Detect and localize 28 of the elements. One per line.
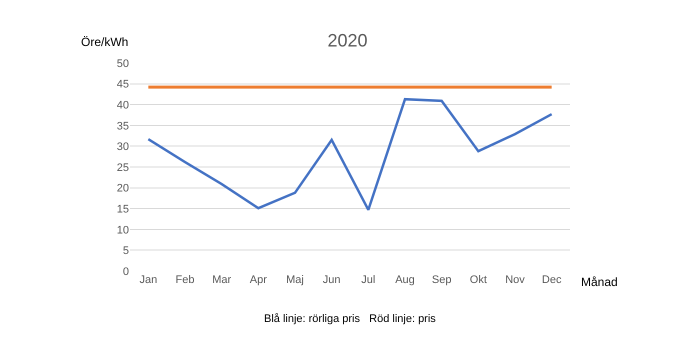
y-tick-label: 35 bbox=[116, 120, 129, 132]
y-tick-label: 25 bbox=[116, 162, 129, 174]
x-tick-label: Aug bbox=[395, 274, 415, 286]
y-tick-label: 20 bbox=[116, 182, 129, 195]
text: Blå linje: rörliga pris Röd linje: pris bbox=[264, 313, 436, 325]
x-tick-label: Jan bbox=[139, 274, 158, 286]
y-tick-label: 15 bbox=[116, 203, 129, 216]
x-tick-label: Apr bbox=[250, 274, 268, 286]
x-tick-label: Jun bbox=[322, 274, 341, 286]
y-tick-label: 40 bbox=[116, 99, 129, 112]
x-tick-label: Mar bbox=[212, 274, 232, 286]
x-tick-label: Okt bbox=[470, 274, 487, 286]
y-tick-label: 50 bbox=[116, 58, 129, 70]
line-series bbox=[147, 98, 553, 212]
x-tick-label: Maj bbox=[286, 274, 304, 286]
x-tick-label: Sep bbox=[432, 274, 452, 286]
x-tick-label: Feb bbox=[176, 274, 194, 286]
y-axis-title: Öre/kWh bbox=[81, 35, 128, 49]
x-axis-title: Månad bbox=[581, 275, 618, 289]
chart-title: 2020 bbox=[327, 30, 368, 50]
x-tick-label: Nov bbox=[505, 274, 526, 286]
y-tick-label: 30 bbox=[116, 141, 129, 154]
y-tick-label: 10 bbox=[116, 224, 129, 236]
y-tick-label: 45 bbox=[116, 78, 129, 91]
x-tick-label: Jul bbox=[361, 274, 376, 286]
x-tick-label: Dec bbox=[542, 274, 562, 286]
y-tick-label: 5 bbox=[122, 245, 129, 258]
y-tick-label: 0 bbox=[122, 266, 129, 278]
